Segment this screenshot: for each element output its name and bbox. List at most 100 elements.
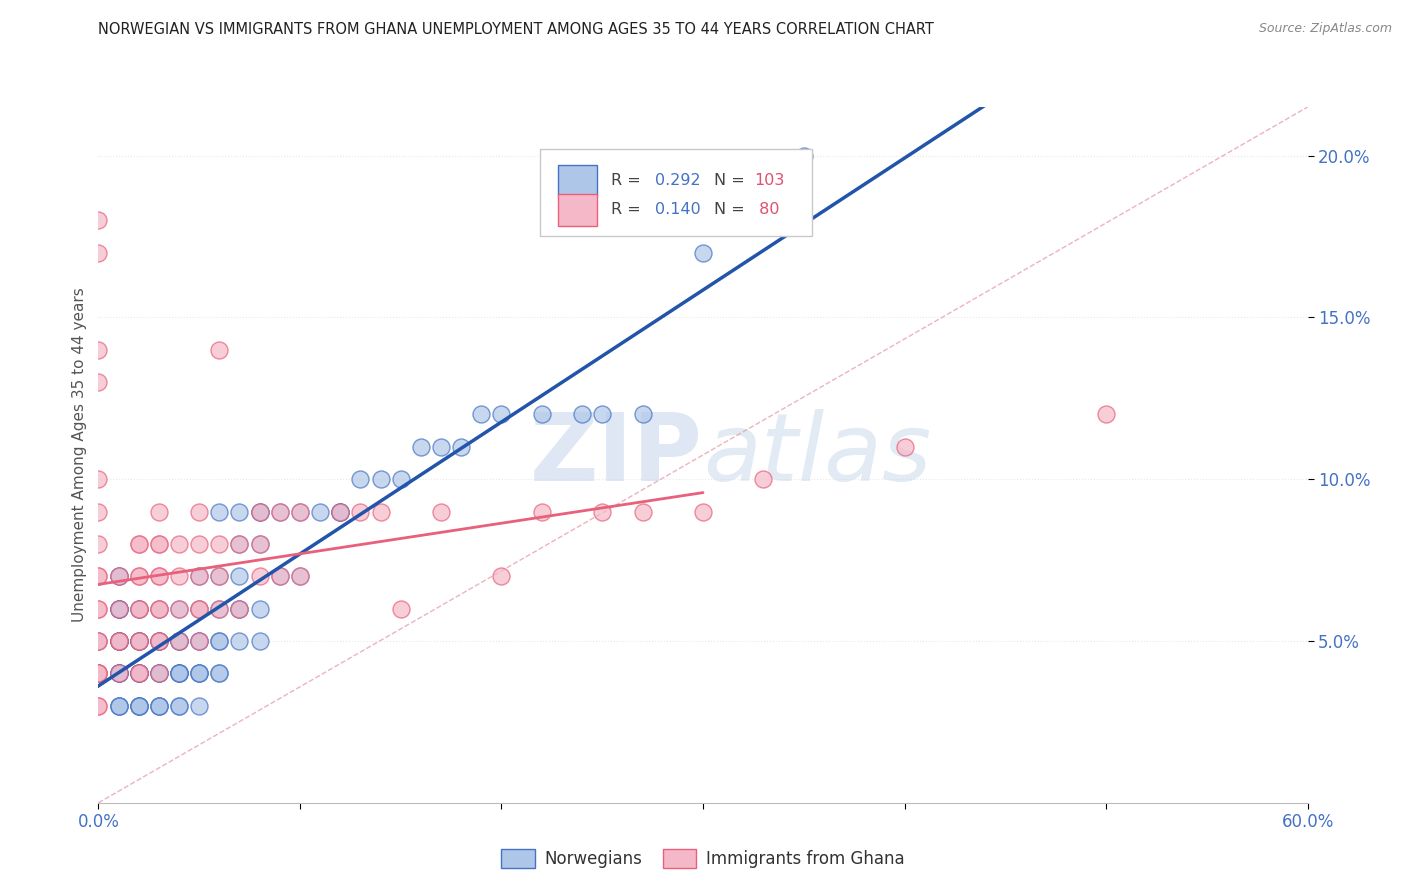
Point xyxy=(87,666,110,681)
Point xyxy=(107,601,129,615)
Point xyxy=(87,601,110,615)
Point xyxy=(167,537,190,551)
Point xyxy=(107,666,129,681)
Point xyxy=(148,504,170,518)
Point xyxy=(269,569,291,583)
Point xyxy=(228,601,250,615)
Point xyxy=(148,634,170,648)
Point xyxy=(249,601,271,615)
Point xyxy=(249,537,271,551)
Text: atlas: atlas xyxy=(703,409,931,500)
Point xyxy=(188,569,211,583)
Point xyxy=(148,569,170,583)
Point xyxy=(491,408,513,422)
Point xyxy=(128,698,150,713)
Point xyxy=(87,601,110,615)
Point xyxy=(148,537,170,551)
Point xyxy=(107,698,129,713)
Point xyxy=(228,537,250,551)
Point xyxy=(87,245,110,260)
Point xyxy=(148,634,170,648)
Point xyxy=(107,569,129,583)
Point xyxy=(148,666,170,681)
Point xyxy=(107,634,129,648)
Point xyxy=(571,408,593,422)
Point xyxy=(107,634,129,648)
Point xyxy=(389,472,412,486)
Point xyxy=(269,504,291,518)
Point xyxy=(107,634,129,648)
Point xyxy=(692,245,714,260)
Point xyxy=(107,634,129,648)
Point xyxy=(228,601,250,615)
Point xyxy=(167,634,190,648)
Point xyxy=(107,666,129,681)
Point xyxy=(269,504,291,518)
Point xyxy=(208,634,231,648)
Point xyxy=(87,375,110,389)
Text: 103: 103 xyxy=(754,173,785,188)
Text: ZIP: ZIP xyxy=(530,409,703,501)
Point xyxy=(793,148,815,162)
Point xyxy=(107,569,129,583)
Point xyxy=(249,504,271,518)
Point xyxy=(228,537,250,551)
Point xyxy=(148,666,170,681)
Point xyxy=(128,569,150,583)
Point xyxy=(107,666,129,681)
Point xyxy=(288,504,311,518)
Point xyxy=(167,666,190,681)
Y-axis label: Unemployment Among Ages 35 to 44 years: Unemployment Among Ages 35 to 44 years xyxy=(72,287,87,623)
Point xyxy=(167,666,190,681)
Point xyxy=(87,343,110,357)
Point xyxy=(167,634,190,648)
Point xyxy=(107,634,129,648)
Point xyxy=(148,698,170,713)
Point xyxy=(148,634,170,648)
Point xyxy=(87,634,110,648)
Legend: Norwegians, Immigrants from Ghana: Norwegians, Immigrants from Ghana xyxy=(495,842,911,874)
Point xyxy=(329,504,352,518)
Point xyxy=(128,666,150,681)
Point xyxy=(288,569,311,583)
Point xyxy=(128,698,150,713)
Point xyxy=(148,601,170,615)
Point xyxy=(167,666,190,681)
Point xyxy=(107,601,129,615)
Point xyxy=(87,569,110,583)
Point xyxy=(188,634,211,648)
Point xyxy=(128,601,150,615)
Point xyxy=(148,666,170,681)
Point xyxy=(128,569,150,583)
Point xyxy=(87,698,110,713)
Point xyxy=(87,213,110,227)
Point xyxy=(249,504,271,518)
Point xyxy=(128,601,150,615)
Point xyxy=(249,504,271,518)
Point xyxy=(188,634,211,648)
Point xyxy=(87,666,110,681)
Point xyxy=(188,666,211,681)
Point xyxy=(430,440,453,454)
Point xyxy=(470,408,492,422)
Point xyxy=(208,666,231,681)
Point xyxy=(188,666,211,681)
Point xyxy=(591,408,613,422)
Point xyxy=(87,666,110,681)
FancyBboxPatch shape xyxy=(558,165,596,196)
Point xyxy=(107,698,129,713)
Point xyxy=(208,569,231,583)
Point xyxy=(128,634,150,648)
Point xyxy=(208,601,231,615)
Point xyxy=(128,634,150,648)
Point xyxy=(208,569,231,583)
Point xyxy=(228,634,250,648)
Point xyxy=(188,698,211,713)
Point xyxy=(370,472,392,486)
Point xyxy=(228,504,250,518)
Point xyxy=(107,601,129,615)
Point xyxy=(128,634,150,648)
Point xyxy=(349,472,371,486)
Point xyxy=(107,666,129,681)
Point xyxy=(450,440,472,454)
